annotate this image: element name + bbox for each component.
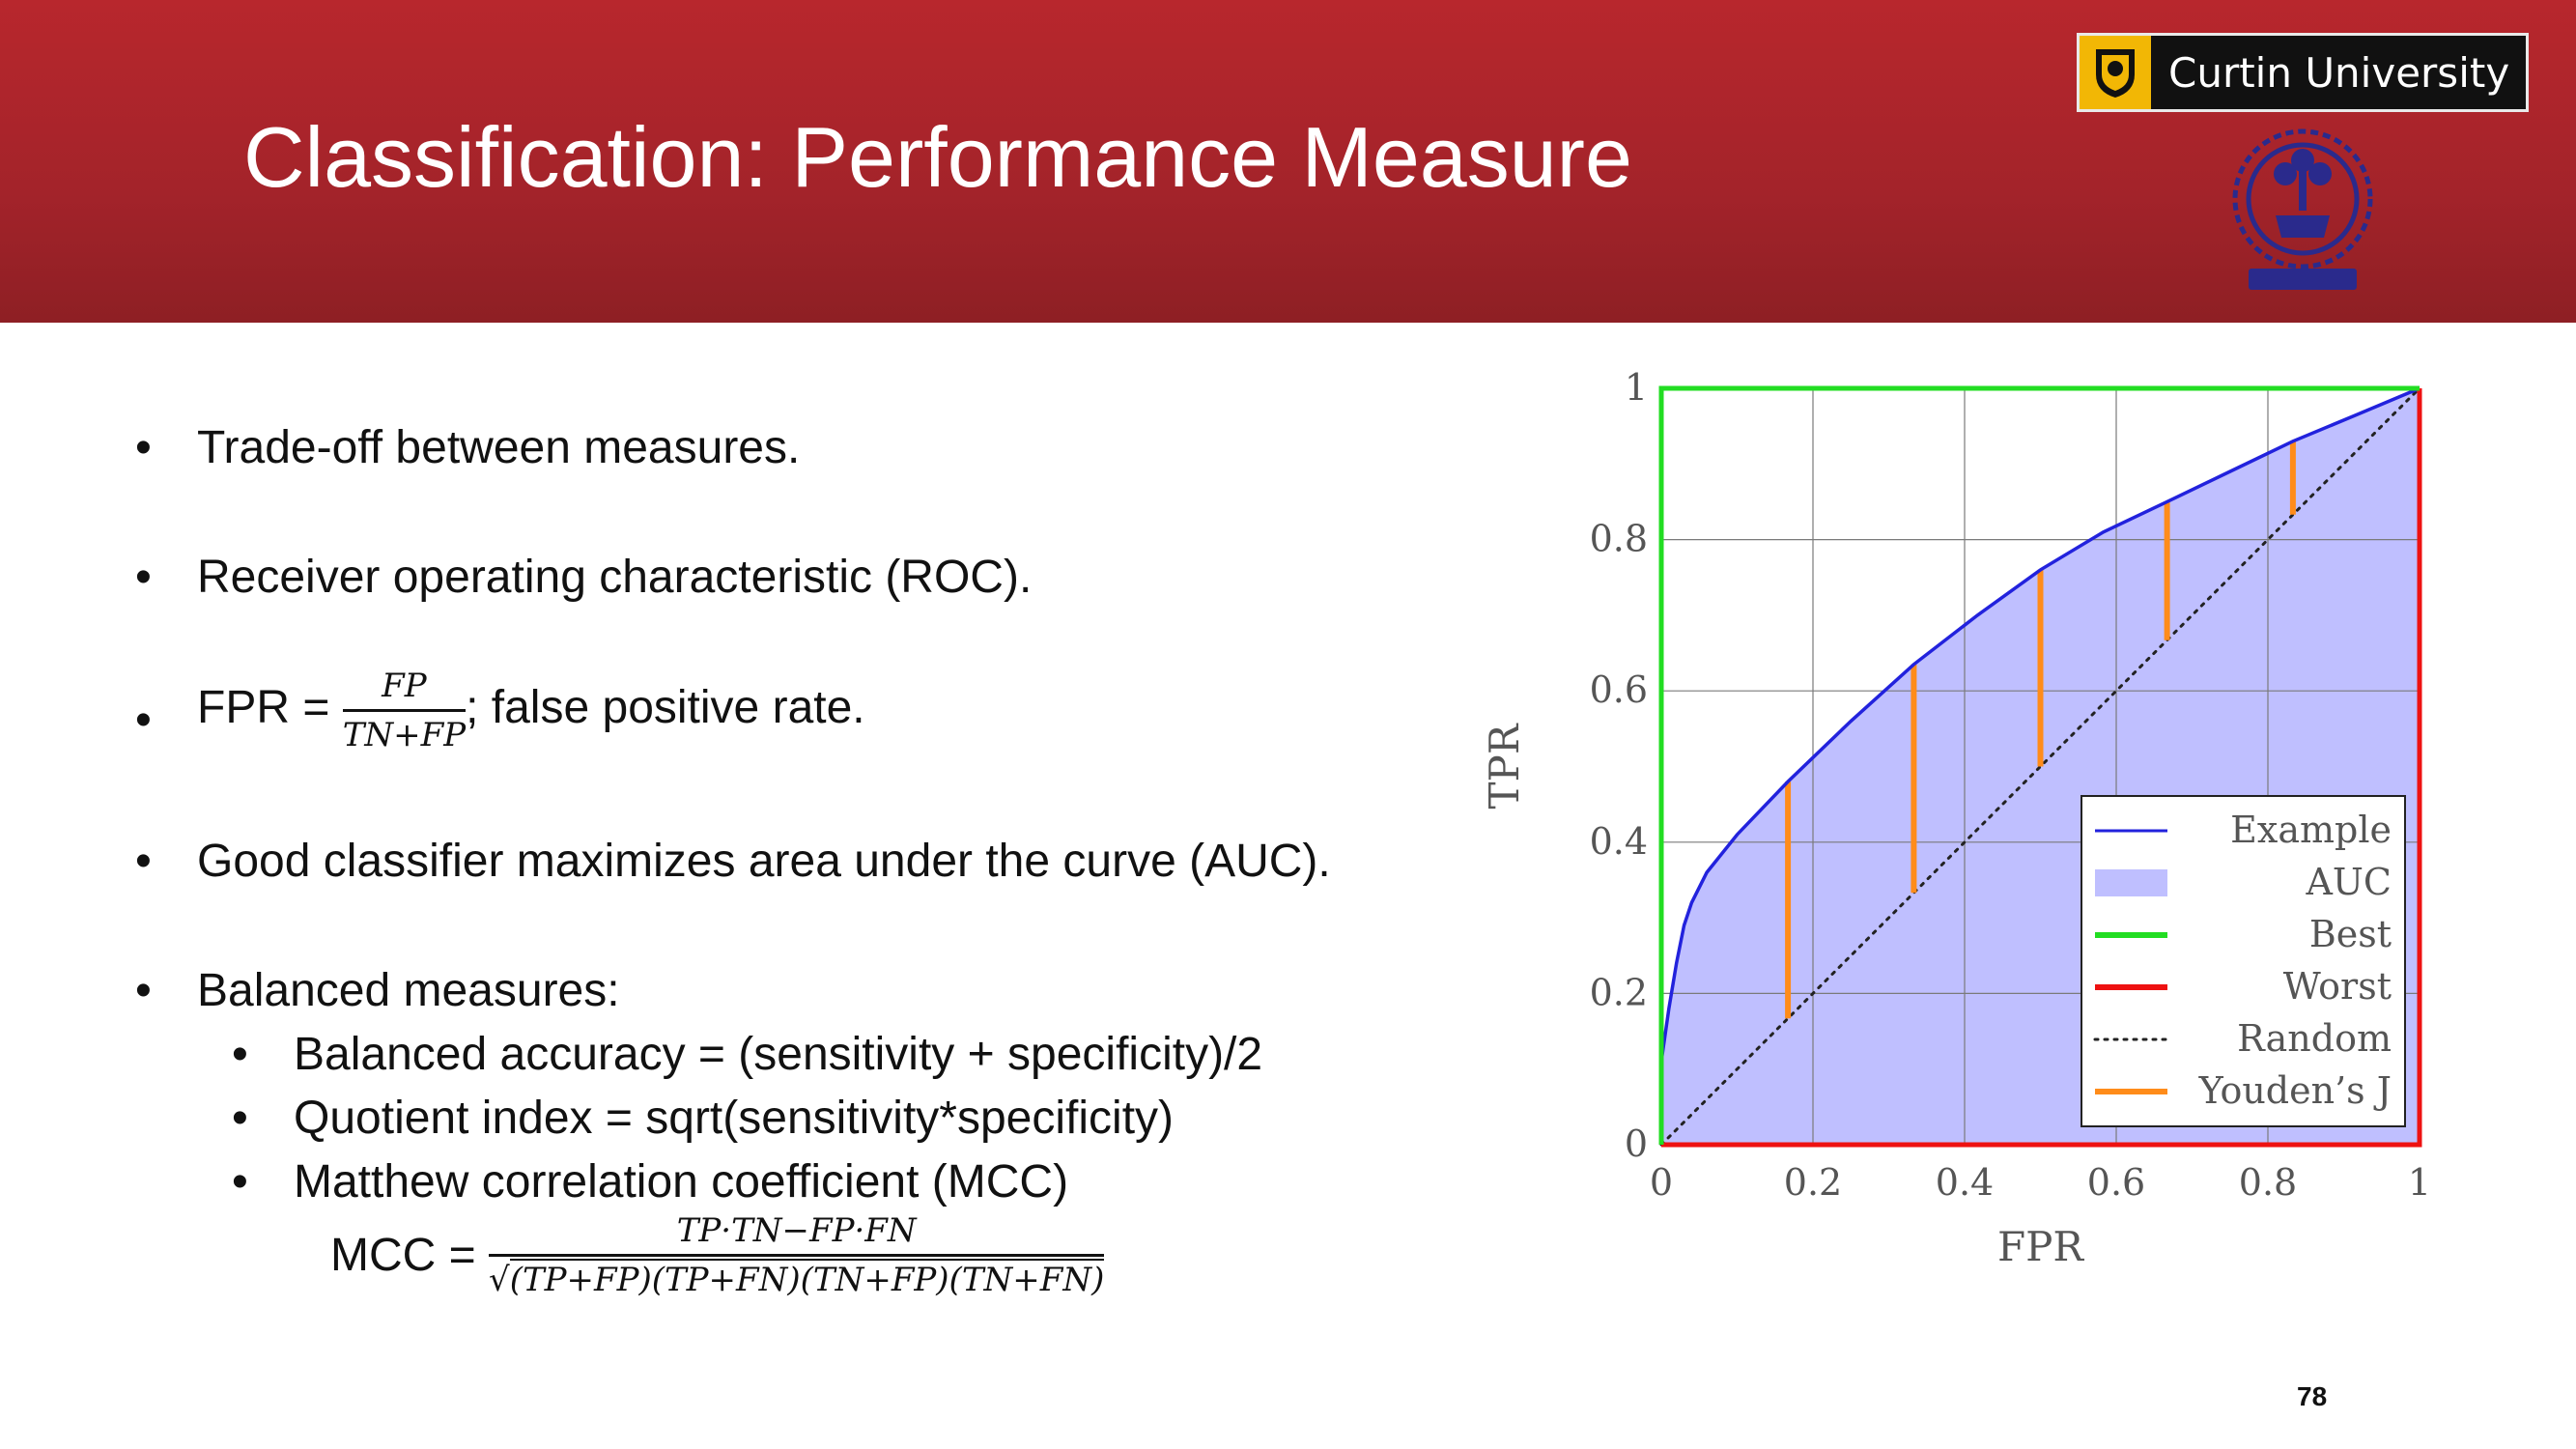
- legend-swatch: [2095, 869, 2167, 896]
- curtin-logo: Curtin University: [2077, 33, 2529, 112]
- x-tick-label: 0.8: [2239, 1161, 2297, 1204]
- x-axis-label: FPR: [1997, 1223, 2084, 1270]
- y-axis-label: TPR: [1481, 723, 1528, 809]
- page-number: 78: [2297, 1381, 2328, 1411]
- y-tick-label: 0.4: [1590, 820, 1648, 863]
- sub-bullet-mcc: • Matthew correlation coefficient (MCC): [232, 1156, 1069, 1208]
- y-tick-label: 0.6: [1590, 668, 1648, 711]
- legend-label: Random: [2237, 1017, 2392, 1060]
- x-tick-label: 0.6: [2087, 1161, 2145, 1204]
- curtin-crest-icon: [2080, 36, 2151, 109]
- y-tick-label: 1: [1625, 366, 1648, 409]
- sub-bullet-quotient-index: • Quotient index = sqrt(sensitivity*speci…: [232, 1093, 1175, 1144]
- bullet-auc: • Good classifier maximizes area under th…: [135, 836, 1331, 887]
- best-line: [1658, 385, 2420, 1145]
- bullet-balanced: • Balanced measures:: [135, 965, 620, 1016]
- legend-label: Best: [2309, 913, 2392, 955]
- legend-label: Worst: [2283, 965, 2392, 1008]
- y-tick-label: 0: [1625, 1122, 1648, 1165]
- legend-label: AUC: [2305, 861, 2392, 903]
- worst-line: [1661, 388, 2422, 1148]
- sub-bullet-balanced-accuracy: • Balanced accuracy = (sensitivity + spec…: [232, 1029, 1263, 1080]
- legend-label: Example: [2230, 809, 2392, 851]
- curtin-name: Curtin University: [2168, 48, 2510, 97]
- fpr-fraction: FP TN+FP: [342, 667, 467, 754]
- x-tick-label: 0.2: [1784, 1161, 1842, 1204]
- y-tick-label: 0.2: [1590, 971, 1648, 1013]
- x-tick-label: 1: [2408, 1161, 2431, 1204]
- y-tick-label: 0.8: [1590, 518, 1648, 560]
- bullet-roc: • Receiver operating characteristic (ROC)…: [135, 552, 1033, 603]
- x-tick-label: 0: [1650, 1161, 1673, 1204]
- bullet-tradeoff: • Trade-off between measures.: [135, 422, 801, 473]
- institute-seal-icon: [2227, 124, 2378, 298]
- mcc-formula: MCC = TP·TN−FP·FN √(TP+FP)(TP+FN)(TN+FP)(…: [330, 1211, 1105, 1299]
- x-tick-label: 0.4: [1936, 1161, 1994, 1204]
- legend-box: [2081, 795, 2406, 1127]
- slide-title: Classification: Performance Measure: [243, 109, 1632, 205]
- example-curve: [1659, 386, 2420, 1063]
- mcc-fraction: TP·TN−FP·FN √(TP+FP)(TP+FN)(TN+FP)(TN+FN): [489, 1211, 1105, 1299]
- roc-chart: 0 0.2 0.4 0.6 0.8 1 0 0.2 0.4 0.6 0.8 1 FPR TPR Exampl…: [1481, 366, 2431, 1270]
- legend-label: Youden’s J: [2198, 1069, 2392, 1112]
- bullet-fpr: • FPR = FP TN+FP; false positive rate.: [135, 667, 865, 754]
